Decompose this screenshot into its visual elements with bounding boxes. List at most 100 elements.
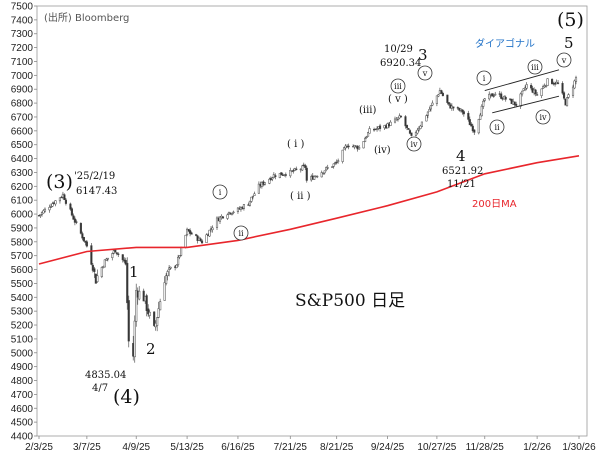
- candle-body: [93, 268, 96, 272]
- ma200-label: 200日MA: [472, 199, 517, 210]
- y-tick-label: 5900: [11, 223, 34, 234]
- candle-body: [69, 203, 72, 210]
- candle-body: [452, 106, 455, 109]
- wave-4-major-label: (4): [113, 386, 140, 408]
- candle-body: [58, 197, 61, 202]
- y-tick-label: 5000: [11, 348, 34, 359]
- candle-body: [428, 109, 431, 112]
- candle-body: [500, 93, 503, 99]
- candle-body: [347, 145, 350, 148]
- candle-body: [368, 128, 371, 134]
- candle-body: [73, 218, 76, 223]
- candle-body: [186, 228, 189, 235]
- candle-body: [156, 317, 159, 326]
- y-tick-label: 5500: [11, 279, 34, 290]
- candlestick-series: [37, 75, 578, 363]
- y-tick-label: 4900: [11, 362, 34, 373]
- candle-body: [536, 94, 539, 96]
- candle-body: [163, 282, 166, 301]
- candle-body: [268, 178, 271, 184]
- candle-body: [471, 125, 474, 132]
- x-tick-label: 1/30/26: [562, 442, 596, 453]
- candle-body: [426, 111, 429, 116]
- candle-body: [117, 253, 120, 255]
- candle-body: [488, 93, 491, 100]
- svg-text:iii: iii: [394, 82, 402, 91]
- candle-body: [85, 241, 88, 247]
- chart-title: S&P500 日足: [295, 291, 405, 311]
- candle-body: [91, 264, 94, 271]
- candle-body: [106, 257, 109, 260]
- candle-body: [456, 107, 459, 109]
- candle-body: [257, 183, 260, 194]
- x-tick-label: 2/3/25: [25, 442, 53, 453]
- candle-body: [48, 207, 51, 211]
- wave-2-label: 2: [146, 340, 156, 358]
- candle-body: [205, 234, 208, 243]
- y-tick-label: 4600: [11, 404, 34, 415]
- candle-body: [79, 222, 82, 234]
- candle-body: [147, 308, 150, 315]
- candle-body: [211, 227, 214, 231]
- candle-body: [168, 267, 171, 270]
- candle-body: [72, 215, 75, 220]
- candle-body: [153, 311, 156, 326]
- candle-body: [320, 172, 323, 178]
- x-tick-label: 4/9/25: [122, 442, 150, 453]
- candle-body: [169, 266, 172, 269]
- candle-body: [437, 94, 440, 97]
- candle-body: [230, 213, 234, 215]
- candle-body: [425, 115, 428, 122]
- candle-body: [446, 94, 449, 103]
- candle-body: [236, 207, 239, 212]
- candle-body: [335, 161, 338, 164]
- wave-4-low-date: 11/21: [447, 179, 476, 190]
- y-tick-label: 5600: [11, 265, 34, 276]
- candle-body: [483, 98, 486, 101]
- candle-body: [331, 166, 334, 168]
- candle-body: [491, 93, 494, 97]
- candle-body: [343, 147, 346, 150]
- candle-body: [42, 210, 45, 214]
- candle-body: [40, 211, 44, 215]
- y-tick-label: 7300: [11, 29, 34, 40]
- candle-body: [473, 129, 476, 133]
- candle-body: [519, 93, 522, 107]
- candle-body: [393, 118, 397, 123]
- candle-body: [138, 290, 141, 300]
- candle-body: [557, 82, 560, 84]
- x-tick-label: 3/7/25: [73, 442, 101, 453]
- candle-body: [376, 128, 379, 130]
- svg-text:v: v: [422, 69, 428, 78]
- candle-body: [494, 93, 497, 96]
- candle-body: [166, 271, 169, 276]
- candle-body: [408, 130, 412, 134]
- y-tick-label: 6100: [11, 196, 34, 207]
- candle-body: [565, 97, 569, 107]
- wave-5-major-label: (5): [557, 9, 584, 31]
- candle-body: [404, 116, 407, 127]
- wave-4-low-value: 6521.92: [442, 166, 483, 177]
- y-tick-label: 6800: [11, 99, 34, 110]
- candle-body: [337, 160, 340, 162]
- y-tick-label: 5800: [11, 237, 34, 248]
- candle-body: [323, 170, 326, 174]
- diagonal-channel: [484, 69, 560, 114]
- diagonal-label: ダイアゴナル: [475, 37, 535, 50]
- candle-body: [280, 172, 283, 176]
- candle-body: [253, 193, 256, 196]
- candle-body: [133, 320, 136, 358]
- candle-body: [263, 182, 266, 185]
- y-tick-label: 5200: [11, 321, 34, 332]
- candle-body: [189, 230, 192, 234]
- svg-text:iv: iv: [539, 113, 547, 122]
- candle-body: [492, 95, 495, 97]
- candle-body: [479, 114, 482, 120]
- candle-body: [200, 240, 204, 244]
- candle-body: [365, 136, 368, 138]
- candle-body: [274, 175, 277, 178]
- circled-ii-early: ii: [233, 225, 249, 241]
- svg-text:ii: ii: [238, 229, 244, 238]
